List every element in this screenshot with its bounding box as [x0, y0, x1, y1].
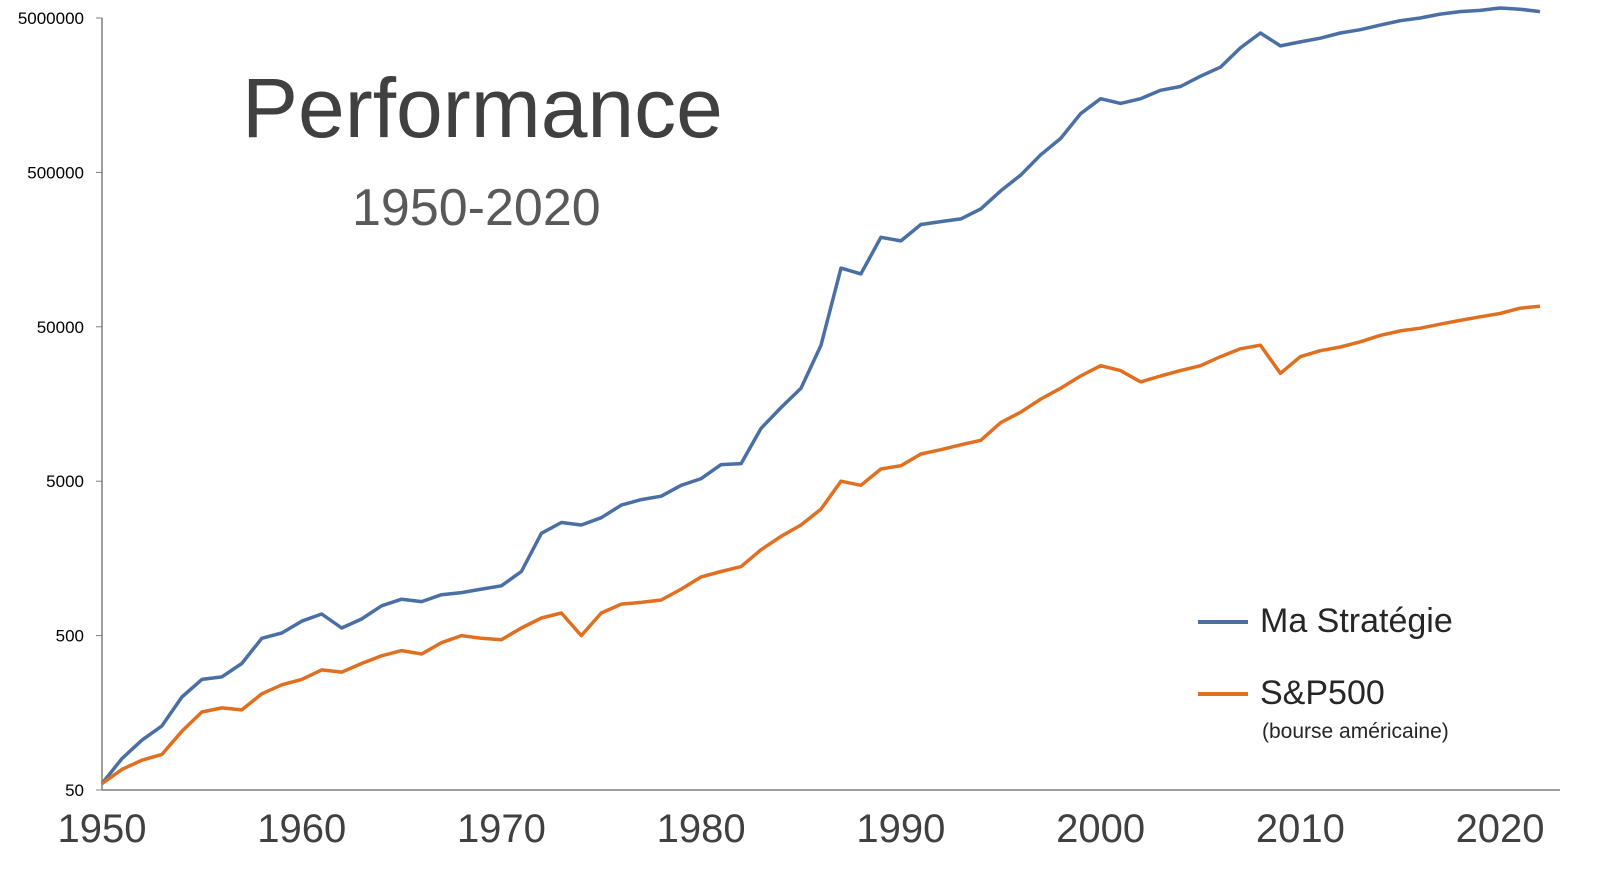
legend-label-sp500: S&P500: [1260, 674, 1385, 712]
legend-item-sp500: S&P500: [1198, 674, 1385, 713]
y-tick-label: 5000000: [18, 9, 84, 28]
x-tick-label: 1960: [257, 807, 346, 851]
y-tick-label: 50000: [37, 318, 84, 337]
x-tick-label: 1980: [657, 807, 746, 851]
y-tick-labels: 5000000 500000 50000 5000 500 50: [18, 9, 102, 800]
legend-swatch-sp500: [1198, 691, 1248, 696]
y-tick-label: 500: [56, 627, 84, 646]
x-tick-label: 2000: [1056, 807, 1145, 851]
legend-item-strategy: Ma Stratégie: [1198, 602, 1453, 641]
x-tick-label: 1990: [856, 807, 945, 851]
series-line-sp500: [100, 304, 1541, 786]
chart-axes: [101, 18, 1560, 791]
legend-note: (bourse américaine): [1262, 720, 1449, 743]
chart-title: Performance: [242, 61, 723, 155]
x-tick-label: 2020: [1456, 807, 1545, 851]
y-tick-label: 5000: [46, 472, 84, 491]
series-lines: [100, 6, 1541, 786]
chart-subtitle: 1950-2020: [352, 179, 601, 237]
x-tick-label: 1950: [58, 807, 147, 851]
y-tick-label: 500000: [27, 163, 84, 182]
x-tick-label: 2010: [1256, 807, 1345, 851]
y-tick-label: 50: [65, 781, 84, 800]
x-tick-labels: 1950 1960 1970 1980 1990 2000 2010 2020: [58, 807, 1545, 851]
legend-label-strategy: Ma Stratégie: [1260, 602, 1453, 640]
series-line-strategy: [100, 6, 1541, 785]
x-tick-label: 1970: [457, 807, 546, 851]
legend-swatch-strategy: [1198, 619, 1248, 624]
